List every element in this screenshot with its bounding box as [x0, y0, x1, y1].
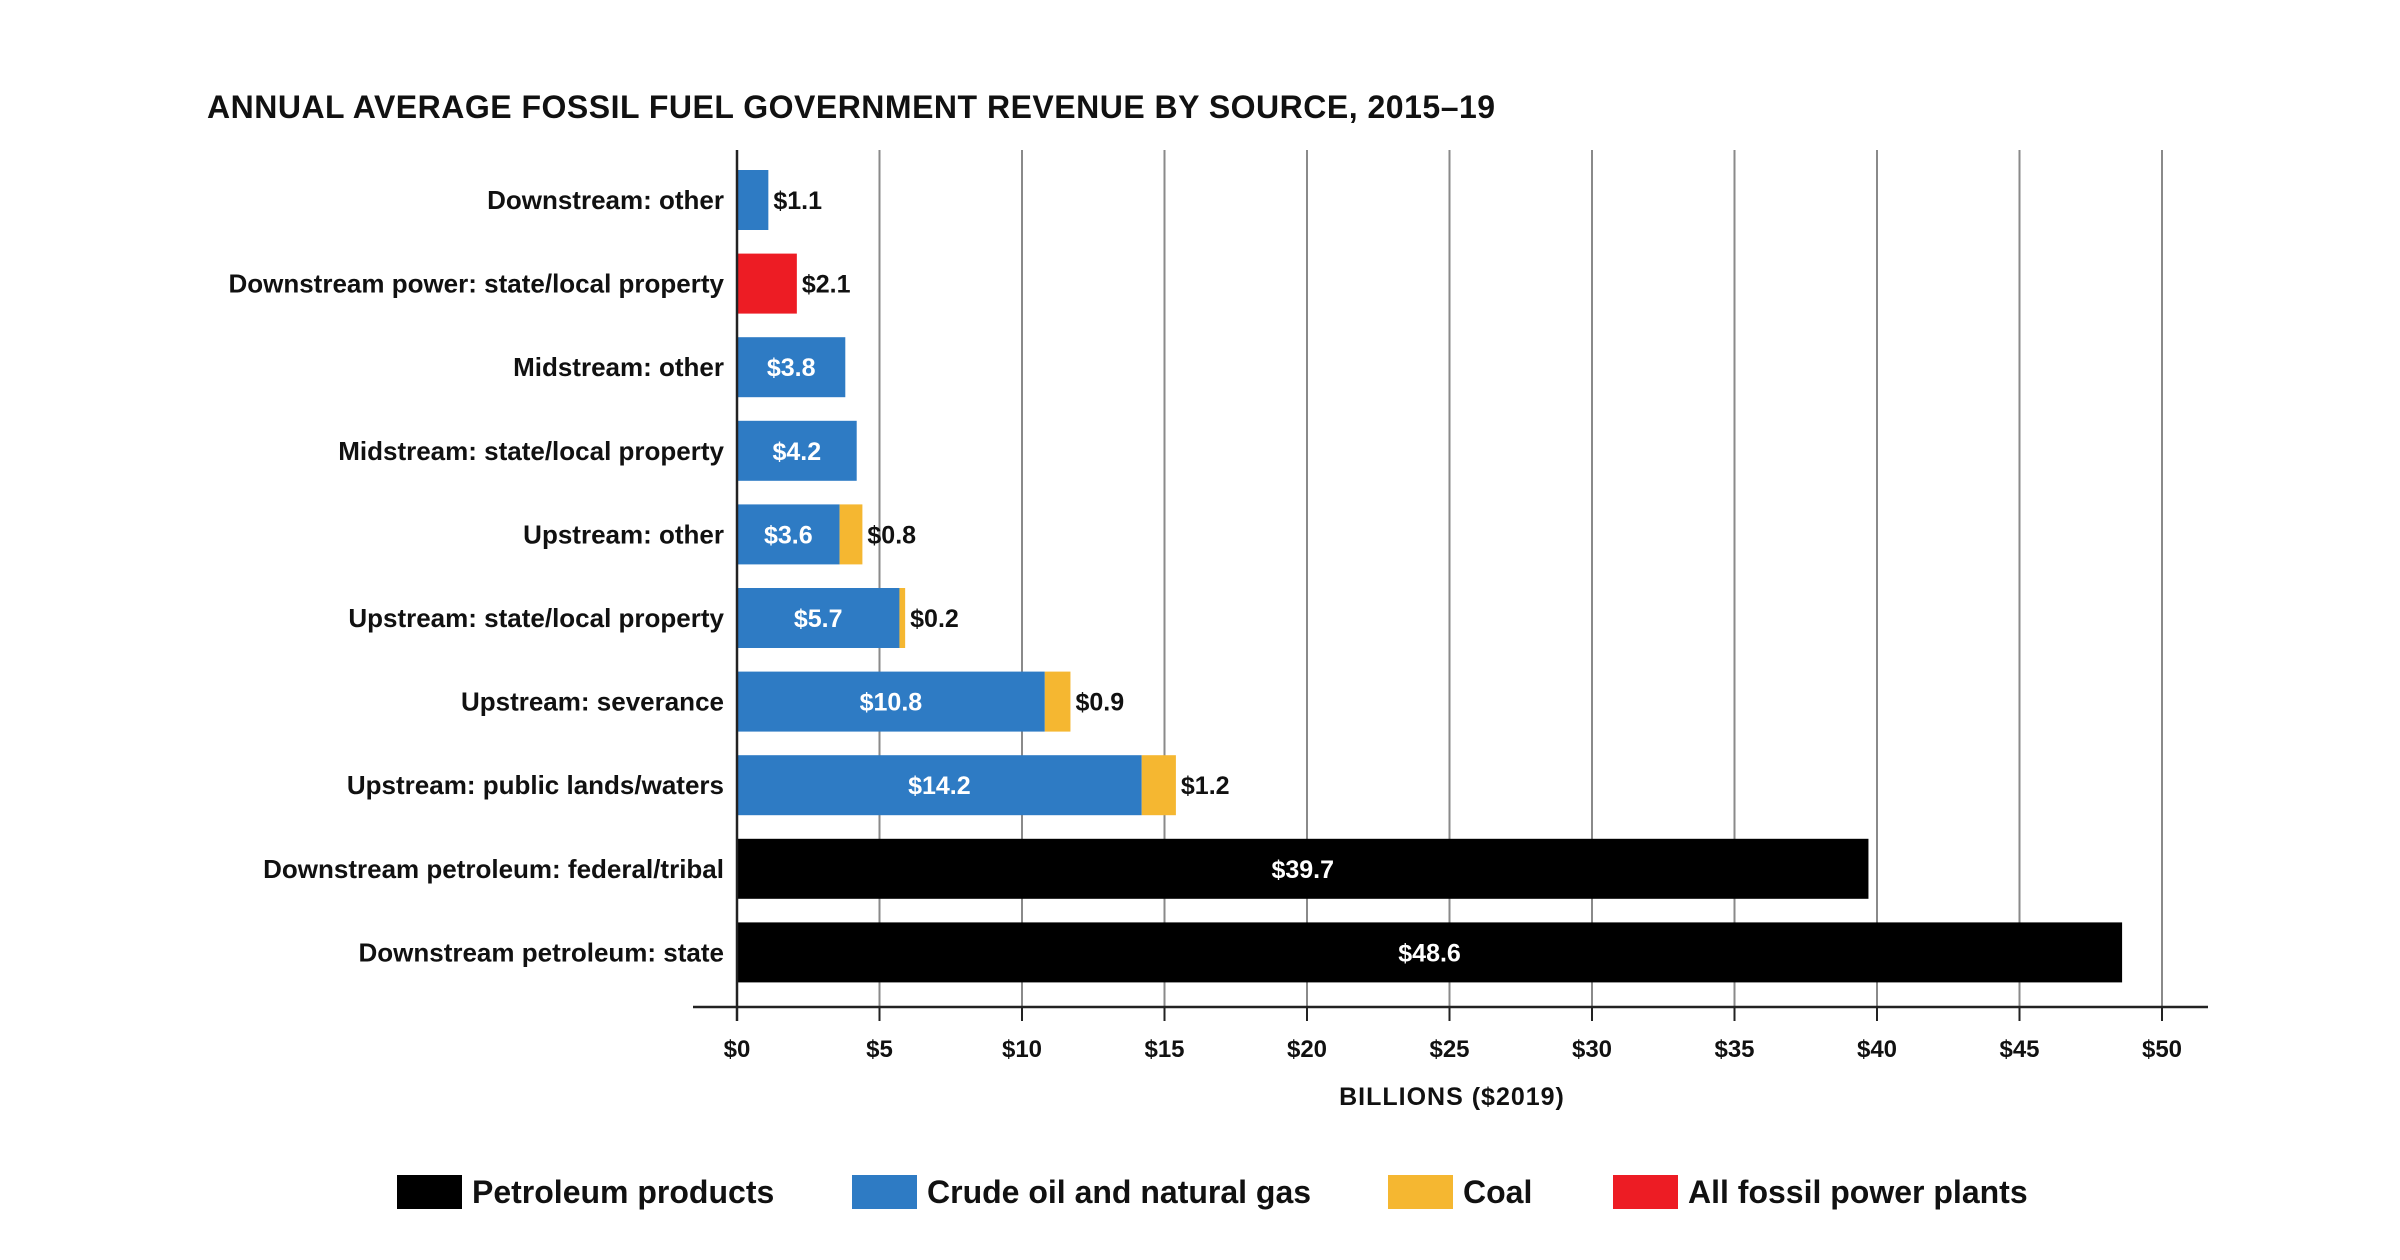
bar-row-upstream-public-lands-waters: $14.2 $1.2 [737, 755, 1230, 816]
tick-label: $5 [866, 1036, 893, 1063]
legend-label: Coal [1463, 1174, 1532, 1210]
legend-label: Petroleum products [472, 1174, 774, 1210]
tick-label: $30 [1572, 1036, 1612, 1063]
data-label: $0.9 [1075, 689, 1124, 717]
axes [693, 150, 2208, 1021]
category-label: Upstream: severance [461, 687, 724, 717]
category-label: Upstream: public lands/waters [347, 770, 724, 800]
bar-coal [899, 588, 906, 648]
bar-row-midstream-state-local-property: $4.2 [737, 420, 857, 481]
legend-swatch [852, 1175, 917, 1209]
category-label: Downstream petroleum: federal/tribal [263, 854, 724, 884]
x-axis-title: BILLIONS ($2019) [1339, 1083, 1565, 1111]
tick-label: $15 [1144, 1036, 1184, 1063]
data-label: $3.6 [764, 521, 813, 549]
legend-item-crude-oil-and-natural-gas: Crude oil and natural gas [852, 1174, 1311, 1210]
legend-swatch [1613, 1175, 1678, 1209]
tick-label: $25 [1429, 1036, 1469, 1063]
bar-row-downstream-petroleum-state: $48.6 [737, 922, 2123, 983]
tick-label: $45 [1999, 1036, 2039, 1063]
bar-row-downstream-power-state-local-property: $2.1 [737, 253, 851, 314]
legend-label: All fossil power plants [1688, 1174, 2028, 1210]
bar-crude-oil-and-natural-gas [737, 755, 1142, 816]
bar-crude-oil-and-natural-gas [737, 504, 840, 565]
grid [878, 150, 2163, 1007]
data-label: $48.6 [1398, 939, 1461, 967]
tick-label: $40 [1857, 1036, 1897, 1063]
legend-item-petroleum-products: Petroleum products [397, 1174, 774, 1210]
data-label: $5.7 [794, 605, 843, 633]
legend-item-coal: Coal [1388, 1174, 1532, 1210]
bar-coal [1141, 755, 1176, 816]
data-label: $3.8 [767, 354, 816, 382]
bar-row-upstream-other: $3.6 $0.8 [737, 504, 916, 565]
data-label: $39.7 [1271, 856, 1334, 884]
legend-swatch [1388, 1175, 1453, 1209]
category-label: Downstream petroleum: state [358, 937, 724, 967]
data-label: $4.2 [773, 438, 822, 466]
data-label: $2.1 [802, 271, 851, 299]
legend-label: Crude oil and natural gas [927, 1174, 1311, 1210]
bar-coal [1044, 671, 1071, 732]
data-label: $0.8 [867, 521, 916, 549]
category-label: Downstream power: state/local property [228, 269, 724, 299]
category-labels: Downstream: other Downstream power: state… [228, 185, 724, 967]
bar-row-upstream-state-local-property: $5.7 $0.2 [737, 588, 959, 648]
category-label: Downstream: other [487, 185, 724, 215]
bar-coal [839, 504, 863, 565]
bar-row-downstream-petroleum-federal-tribal: $39.7 [737, 838, 1869, 899]
bar-crude-oil-and-natural-gas [737, 337, 846, 398]
tick-label: $50 [2142, 1036, 2182, 1063]
bar-petroleum-products [737, 922, 2123, 983]
legend: Petroleum products Crude oil and natural … [397, 1174, 2028, 1210]
bar-crude-oil-and-natural-gas [737, 588, 900, 648]
category-label: Upstream: state/local property [348, 603, 724, 633]
bar-crude-oil-and-natural-gas [737, 671, 1045, 732]
chart-title: ANNUAL AVERAGE FOSSIL FUEL GOVERNMENT RE… [207, 89, 1496, 125]
category-label: Midstream: other [513, 352, 724, 382]
tick-label: $0 [724, 1036, 751, 1063]
bar-row-midstream-other: $3.8 [737, 337, 846, 398]
bar-row-upstream-severance: $10.8 $0.9 [737, 671, 1124, 732]
legend-item-all-fossil-power-plants: All fossil power plants [1613, 1174, 2028, 1210]
data-label: $10.8 [860, 689, 923, 717]
legend-swatch [397, 1175, 462, 1209]
tick-label: $35 [1714, 1036, 1754, 1063]
category-label: Upstream: other [523, 519, 724, 549]
bars: $1.1 $2.1 $3.8 $4.2 $3.6 $0.8 $5.7 $0.2 $10.8 $0.… [737, 170, 2123, 983]
bar-petroleum-products [737, 838, 1869, 899]
bar-crude-oil-and-natural-gas [737, 420, 857, 481]
data-label: $14.2 [908, 772, 971, 800]
bar-row-downstream-other: $1.1 [737, 170, 822, 230]
bar-crude-oil-and-natural-gas [737, 170, 769, 230]
tick-label: $10 [1002, 1036, 1042, 1063]
data-label: $1.2 [1181, 772, 1230, 800]
bar-all-fossil-power-plants [737, 253, 797, 314]
tick-labels: $0 $5 $10 $15 $20 $25 $30 $35 $40 $45 $50 [724, 1036, 2182, 1063]
category-label: Midstream: state/local property [338, 436, 724, 466]
data-label: $0.2 [910, 605, 959, 633]
data-label: $1.1 [773, 187, 822, 215]
tick-label: $20 [1287, 1036, 1327, 1063]
